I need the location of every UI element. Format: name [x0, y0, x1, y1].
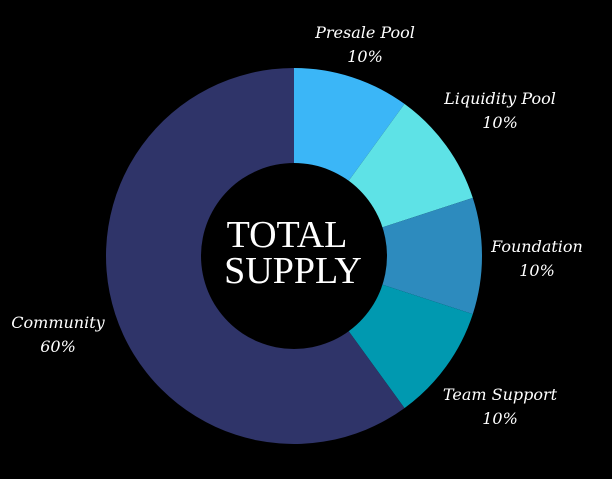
slice-value-liquidity-pool: 10%: [482, 113, 518, 132]
slice-label-liquidity-pool: Liquidity Pool: [443, 89, 556, 108]
slice-value-team-support: 10%: [482, 409, 518, 428]
slice-label-community: Community: [11, 313, 105, 332]
slice-presale-pool: [294, 68, 405, 182]
center-label-line-1: TOTAL: [227, 214, 348, 256]
donut-slices: [105, 68, 482, 445]
slice-foundation: [381, 197, 482, 315]
slice-value-community: 60%: [40, 337, 76, 356]
center-label-line-2: SUPPLY: [224, 250, 362, 292]
slice-label-presale-pool: Presale Pool: [314, 23, 415, 42]
slice-value-presale-pool: 10%: [347, 47, 383, 66]
slice-community: [105, 68, 405, 445]
slice-label-team-support: Team Support: [443, 385, 558, 404]
slice-team-support: [348, 284, 473, 409]
slice-value-foundation: 10%: [519, 261, 555, 280]
donut-center-hole: [201, 163, 387, 349]
slice-label-foundation: Foundation: [490, 237, 583, 256]
slice-liquidity-pool: [348, 103, 473, 228]
slice-labels: Presale Pool 10% Liquidity Pool 10% Foundati…: [11, 23, 583, 428]
